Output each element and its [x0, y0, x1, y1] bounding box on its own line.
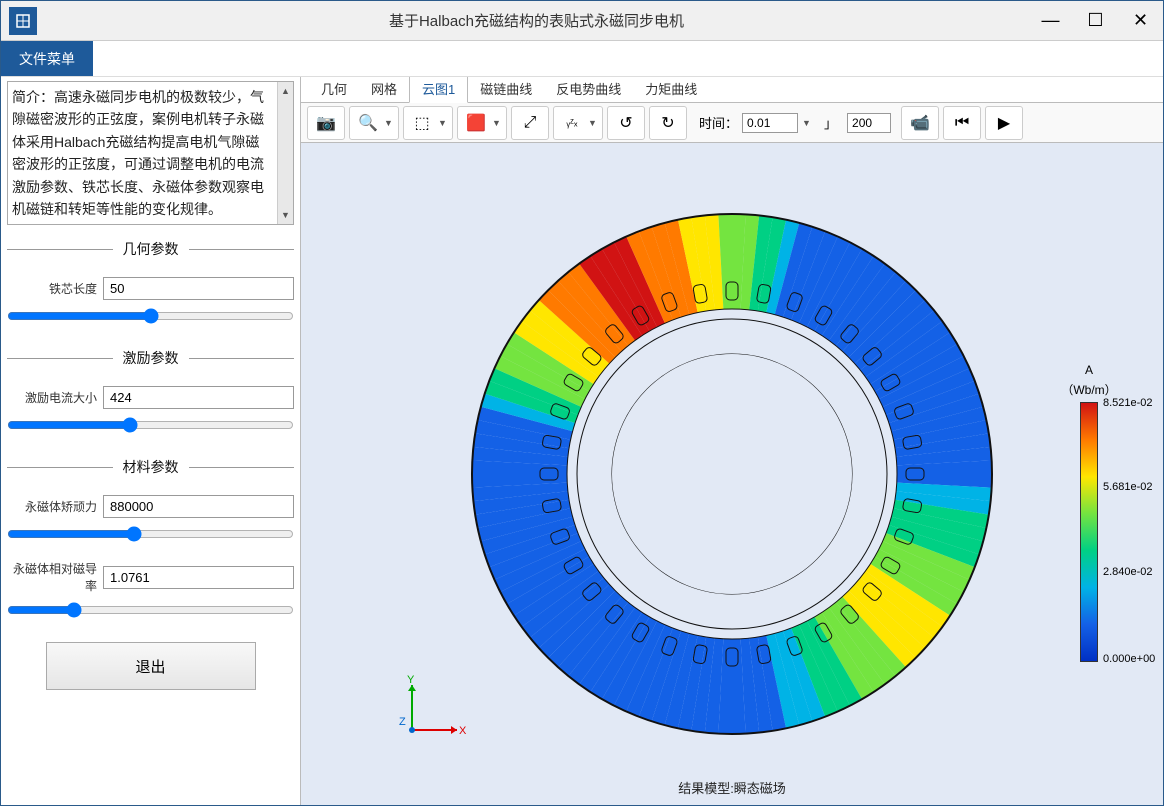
- select-icon[interactable]: ⬚: [406, 109, 438, 137]
- record-icon[interactable]: 📹: [904, 109, 936, 137]
- spin-input[interactable]: [847, 113, 891, 133]
- tab-1[interactable]: 网格: [359, 77, 409, 102]
- camera-icon[interactable]: 📷: [310, 109, 342, 137]
- description-box: 简介：高速永磁同步电机的极数较少，气隙磁密波形的正弦度，案例电机转子永磁体采用H…: [7, 81, 294, 225]
- app-icon: [9, 7, 37, 35]
- titlebar: 基于Halbach充磁结构的表贴式永磁同步电机 — ☐ ✕: [1, 1, 1163, 41]
- axes-icon[interactable]: ᵧᶻₓ: [556, 109, 588, 137]
- sidebar: 简介：高速永磁同步电机的极数较少，气隙磁密波形的正弦度，案例电机转子永磁体采用H…: [1, 77, 301, 805]
- menubar: 文件菜单: [1, 41, 1163, 77]
- close-button[interactable]: ✕: [1118, 1, 1163, 41]
- axes-dropdown-icon[interactable]: ▼: [588, 118, 600, 128]
- permeability-input[interactable]: [103, 566, 294, 589]
- exit-button[interactable]: 退出: [46, 642, 256, 690]
- tab-bar: 几何网格云图1磁链曲线反电势曲线力矩曲线: [301, 77, 1163, 103]
- tab-0[interactable]: 几何: [309, 77, 359, 102]
- current-row: 激励电流大小: [7, 386, 294, 409]
- fit-icon[interactable]: ⤢: [514, 109, 546, 137]
- material-title: 材料参数: [113, 457, 189, 477]
- coercivity-slider[interactable]: [7, 526, 294, 542]
- core-length-label: 铁芯长度: [7, 280, 103, 297]
- toolbar: 📷 🔍▼ ⬚▼ 🟥▼ ⤢ ᵧᶻₓ▼ ↺ ↻ 时间： ▼ 」 📹 ⏮ ▶: [301, 103, 1163, 143]
- permeability-label: 永磁体相对磁导率: [7, 560, 103, 594]
- z-axis-label: Z: [399, 716, 406, 728]
- result-caption: 结果模型:瞬态磁场: [678, 778, 786, 797]
- play-icon[interactable]: ▶: [988, 109, 1020, 137]
- colorbar-title: A: [1039, 363, 1139, 377]
- colorbar-tick: 0.000e+00: [1103, 653, 1155, 665]
- colorbar-strip: 8.521e-025.681e-022.840e-020.000e+00: [1080, 402, 1098, 662]
- current-label: 激励电流大小: [7, 389, 103, 406]
- colorbar: A （Wb/m） 8.521e-025.681e-022.840e-020.00…: [1039, 363, 1139, 662]
- x-axis-label: X: [459, 725, 467, 737]
- time-label: 时间：: [699, 113, 738, 132]
- tab-5[interactable]: 力矩曲线: [633, 77, 709, 102]
- skip-back-icon[interactable]: ⏮: [946, 109, 978, 137]
- core-length-slider[interactable]: [7, 308, 294, 324]
- maximize-button[interactable]: ☐: [1073, 1, 1118, 41]
- coercivity-label: 永磁体矫顽力: [7, 498, 103, 515]
- motor-visualization: [452, 194, 1012, 754]
- current-input[interactable]: [103, 386, 294, 409]
- excitation-title: 激励参数: [113, 348, 189, 368]
- y-axis-label: Y: [407, 675, 415, 686]
- geometry-title: 几何参数: [113, 239, 189, 259]
- tab-2[interactable]: 云图1: [409, 77, 468, 103]
- colormap-dropdown-icon[interactable]: ▼: [492, 118, 504, 128]
- coercivity-row: 永磁体矫顽力: [7, 495, 294, 518]
- time-dropdown-icon[interactable]: ▼: [802, 118, 814, 128]
- viewport[interactable]: X Y Z A （Wb/m） 8.521e-025.681e-022.840e-…: [301, 143, 1163, 805]
- minimize-button[interactable]: —: [1028, 1, 1073, 41]
- section-excitation-header: 激励参数: [7, 348, 294, 368]
- tab-4[interactable]: 反电势曲线: [544, 77, 633, 102]
- core-length-row: 铁芯长度: [7, 277, 294, 300]
- coercivity-input[interactable]: [103, 495, 294, 518]
- content-area: 几何网格云图1磁链曲线反电势曲线力矩曲线 📷 🔍▼ ⬚▼ 🟥▼ ⤢ ᵧᶻₓ▼ ↺…: [301, 77, 1163, 805]
- colorbar-tick: 5.681e-02: [1103, 481, 1153, 493]
- main-area: 简介：高速永磁同步电机的极数较少，气隙磁密波形的正弦度，案例电机转子永磁体采用H…: [1, 77, 1163, 805]
- app-window: 基于Halbach充磁结构的表贴式永磁同步电机 — ☐ ✕ 文件菜单 简介：高速…: [0, 0, 1164, 806]
- section-geometry-header: 几何参数: [7, 239, 294, 259]
- rotate-ccw-icon[interactable]: ↺: [610, 109, 642, 137]
- colorbar-unit: （Wb/m）: [1039, 381, 1139, 398]
- slider-end-icon[interactable]: 」: [824, 113, 837, 132]
- section-material-header: 材料参数: [7, 457, 294, 477]
- description-scrollbar[interactable]: [277, 82, 293, 224]
- tab-3[interactable]: 磁链曲线: [468, 77, 544, 102]
- description-text: 简介：高速永磁同步电机的极数较少，气隙磁密波形的正弦度，案例电机转子永磁体采用H…: [12, 86, 289, 220]
- window-title: 基于Halbach充磁结构的表贴式永磁同步电机: [45, 10, 1028, 31]
- core-length-input[interactable]: [103, 277, 294, 300]
- permeability-row: 永磁体相对磁导率: [7, 560, 294, 594]
- select-dropdown-icon[interactable]: ▼: [438, 118, 450, 128]
- window-controls: — ☐ ✕: [1028, 1, 1163, 41]
- current-slider[interactable]: [7, 417, 294, 433]
- file-menu-button[interactable]: 文件菜单: [1, 41, 93, 76]
- time-input[interactable]: [742, 113, 798, 133]
- colorbar-tick: 2.840e-02: [1103, 566, 1153, 578]
- colorbar-tick: 8.521e-02: [1103, 397, 1153, 409]
- zoom-dropdown-icon[interactable]: ▼: [384, 118, 396, 128]
- zoom-icon[interactable]: 🔍: [352, 109, 384, 137]
- axis-gizmo: X Y Z: [397, 675, 467, 745]
- permeability-slider[interactable]: [7, 602, 294, 618]
- rotate-cw-icon[interactable]: ↻: [652, 109, 684, 137]
- colormap-icon[interactable]: 🟥: [460, 109, 492, 137]
